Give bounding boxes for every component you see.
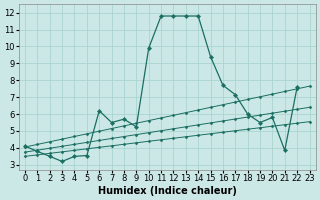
X-axis label: Humidex (Indice chaleur): Humidex (Indice chaleur) xyxy=(98,186,237,196)
